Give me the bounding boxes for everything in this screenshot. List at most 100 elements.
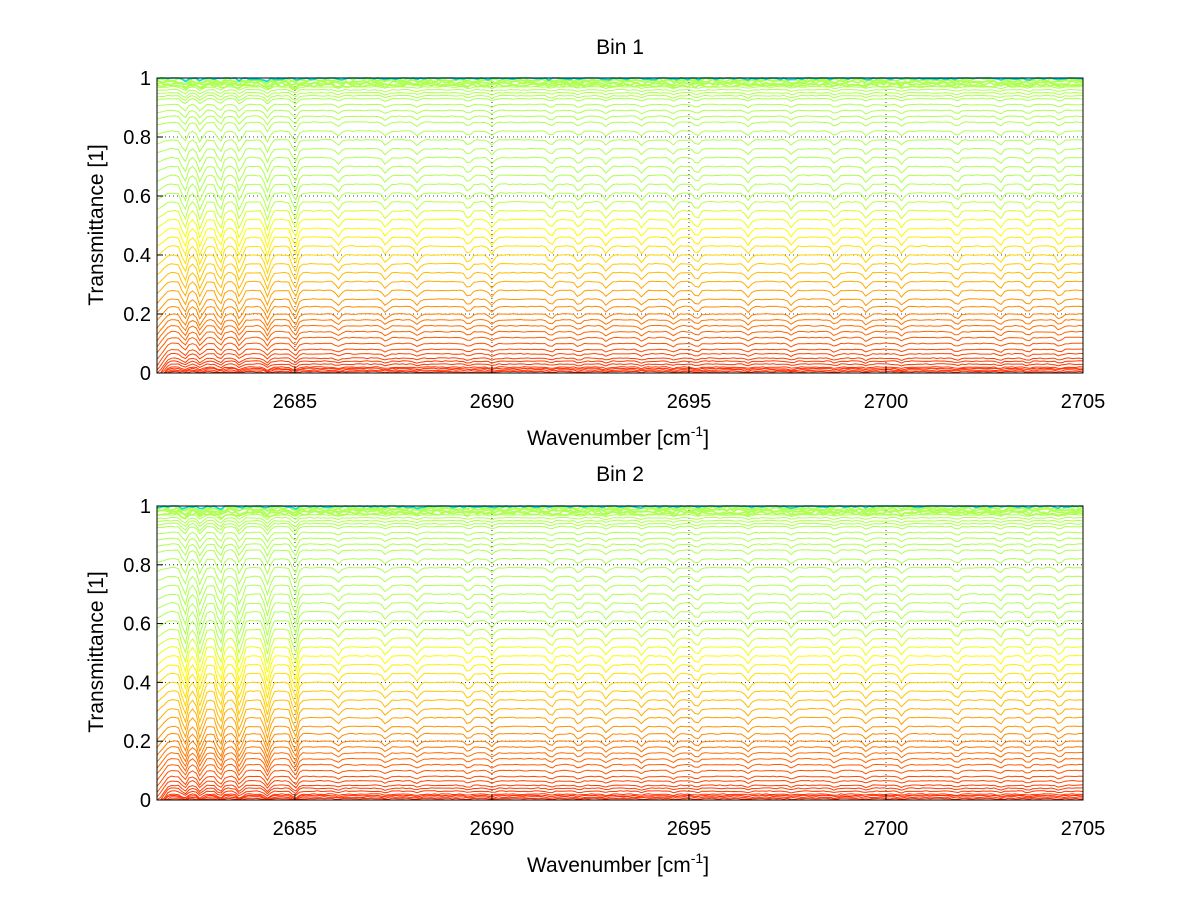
spectrum-line [156,138,1083,154]
x-axis-label-end: ] [703,427,709,450]
spectrum-line [156,336,1084,354]
chart-title: Bin 2 [596,463,644,486]
spectrum-line [156,646,1084,674]
subplot-bin-2: Bin 2 2685 2690 2695 2700 2705 0 0.2 0.4 0.6 0.8… [85,463,1105,877]
spectrum-line [156,543,1084,558]
spectrum-line [156,254,1084,275]
spectrum-line [156,672,1084,700]
x-tick-label: 2705 [1061,391,1106,413]
spectrum-line [156,732,1083,753]
spectrum-line [156,109,1084,119]
spectrum-line [156,769,1084,787]
x-axis-label: Wavenumber [cm-1] [527,423,709,450]
spectrum-line [157,370,1084,374]
spectrum-line [156,324,1084,342]
spectrum-line [156,227,1084,249]
spectrum-line [156,174,1084,194]
x-axis-label-text: Wavenumber [cm [527,854,691,877]
y-axis-ticks: 0 0.2 0.4 0.6 0.8 1 [123,68,163,385]
y-tick-label: 0.8 [123,127,151,149]
spectrum-line [156,566,1084,586]
spectrum-line [156,537,1084,550]
spectrum-line [157,360,1084,374]
x-axis-ticks: 2685 2690 2695 2700 2705 [273,794,1106,840]
spectrum-line [157,369,1084,374]
spectrum-line [156,318,1084,336]
spectrum-line [156,271,1084,291]
spectrum-line [156,619,1084,646]
spectrum-line [156,716,1084,741]
x-tick-label: 2695 [667,391,712,413]
spectrum-line [156,757,1084,775]
spectrum-line [156,289,1084,307]
spectrum-line [156,746,1084,764]
spectrum-line [156,121,1084,133]
spectrum-line [156,584,1084,608]
spectrum-line [157,790,1084,801]
spectrum-line [156,628,1083,656]
spectrum-line [156,115,1084,126]
spectrum-line [156,779,1084,798]
spectrum-line [157,363,1084,374]
spectrum-line [156,88,1084,95]
y-tick-label: 0.2 [123,731,151,753]
spectrum-line [156,663,1084,692]
y-tick-label: 0.4 [123,672,151,694]
spectrum-line [156,775,1084,793]
spectrum-line [156,763,1084,781]
spectrum-line [156,610,1084,637]
spectrum-line [156,192,1084,212]
x-tick-label: 2685 [273,391,318,413]
x-axis-label-superscript: -1 [691,850,704,866]
spectrum-line [157,366,1084,374]
spectrum-line [156,313,1084,329]
spectrum-line [157,794,1084,801]
spectrum-line [156,725,1084,748]
spectrum-line [157,797,1084,801]
spectrum-line [156,516,1084,525]
y-tick-label: 0.6 [123,186,151,208]
spectrum-line [156,740,1084,759]
x-tick-label: 2690 [470,391,515,413]
spectrum-line [156,557,1084,575]
spectrum-line [156,352,1083,371]
spectrum-line [156,280,1084,299]
spectrum-line [157,787,1084,801]
y-axis-ticks: 0 0.2 0.4 0.6 0.8 1 [123,496,163,812]
spectrum-line [156,348,1083,367]
y-tick-label: 1 [140,68,151,90]
spectrum-line [156,165,1084,184]
spectrum-line [156,209,1084,232]
spectrum-line [156,200,1084,222]
spectrum-line [156,519,1084,528]
spectrum-line [156,637,1084,665]
spectrum-line [156,507,1084,517]
spectrum-line [156,305,1084,321]
spectrum-line [156,147,1084,164]
spectrum-line [156,531,1084,543]
axes-box [156,77,1084,374]
x-axis-label-text: Wavenumber [cm [527,427,691,450]
x-axis-label-end: ] [703,854,709,877]
spectrum-line [156,654,1084,683]
x-tick-label: 2695 [667,818,712,840]
spectrum-line [156,513,1084,521]
spectrum-line [156,522,1084,532]
y-tick-label: 0.8 [123,555,151,577]
spectrum-line [156,549,1084,565]
spectrum-line [156,784,1084,801]
spectrum-line [156,236,1083,258]
x-tick-label: 2700 [864,818,909,840]
x-axis-ticks: 2685 2690 2695 2700 2705 [273,367,1106,413]
y-tick-label: 0.4 [123,245,151,267]
y-tick-label: 0.2 [123,304,151,326]
spectrum-line [156,298,1084,314]
spectrum-line [156,751,1084,769]
spectrum-line [156,690,1084,716]
spectrum-line [156,602,1084,628]
y-axis-label: Transmittance [1] [85,571,108,732]
spectrum-line [157,796,1084,801]
x-tick-label: 2705 [1061,818,1106,840]
x-tick-label: 2690 [470,818,515,840]
subplot-bin-1: Bin 1 2685 2690 2695 2700 2705 0 0.2 0.4 0.6 0.8… [85,36,1105,450]
